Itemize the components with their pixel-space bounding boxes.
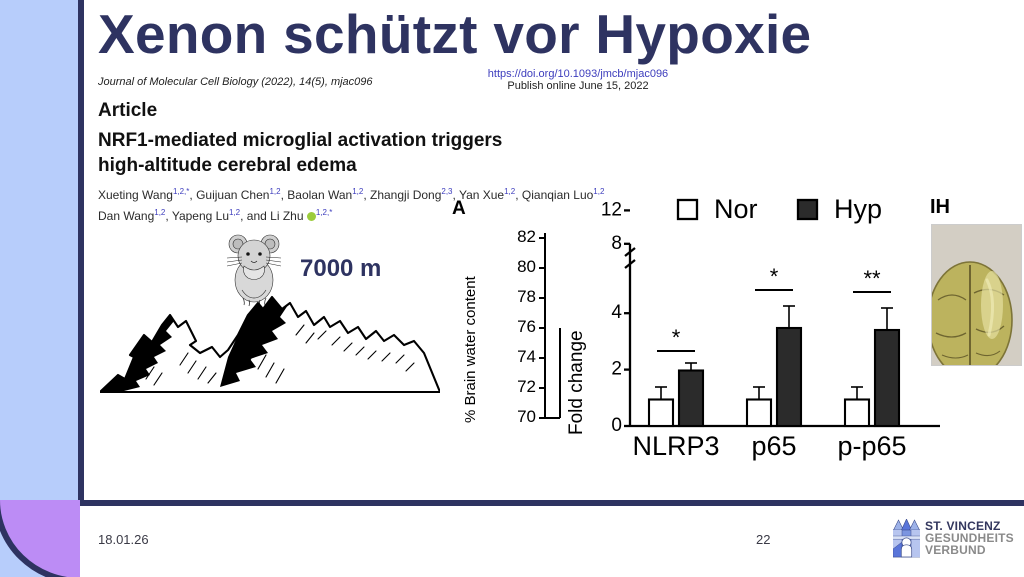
- svg-text:4: 4: [611, 302, 622, 323]
- svg-text:70: 70: [517, 407, 536, 426]
- svg-text:% Brain water content: % Brain water content: [462, 275, 479, 423]
- svg-text:NLRP3: NLRP3: [632, 431, 719, 461]
- svg-text:p65: p65: [751, 431, 796, 461]
- svg-text:*: *: [770, 264, 779, 289]
- svg-text:p-p65: p-p65: [837, 431, 906, 461]
- svg-text:2: 2: [611, 359, 622, 380]
- svg-text:Hyp: Hyp: [834, 194, 882, 224]
- svg-text:82: 82: [517, 227, 536, 246]
- svg-text:74: 74: [517, 347, 536, 366]
- svg-text:0: 0: [611, 415, 622, 436]
- svg-text:78: 78: [517, 287, 536, 306]
- svg-text:12: 12: [601, 199, 622, 220]
- svg-text:**: **: [863, 266, 881, 291]
- svg-text:*: *: [672, 325, 681, 350]
- svg-text:76: 76: [517, 317, 536, 336]
- svg-text:Nor: Nor: [714, 194, 758, 224]
- svg-text:72: 72: [517, 377, 536, 396]
- svg-text:8: 8: [611, 233, 622, 254]
- svg-text:Fold change: Fold change: [566, 330, 587, 435]
- svg-text:80: 80: [517, 257, 536, 276]
